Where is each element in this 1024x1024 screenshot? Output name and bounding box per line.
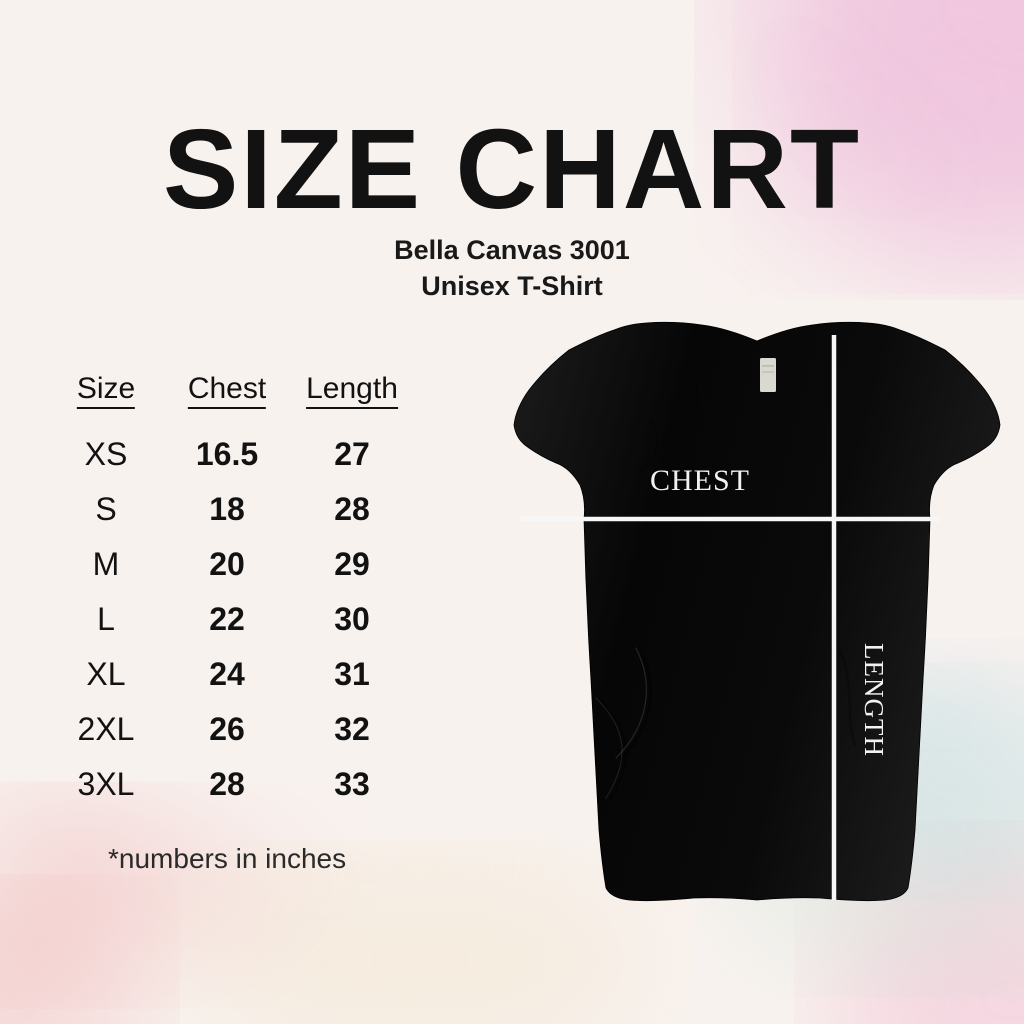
svg-text:CHEST: CHEST — [650, 464, 750, 497]
svg-text:LENGTH: LENGTH — [859, 643, 889, 757]
